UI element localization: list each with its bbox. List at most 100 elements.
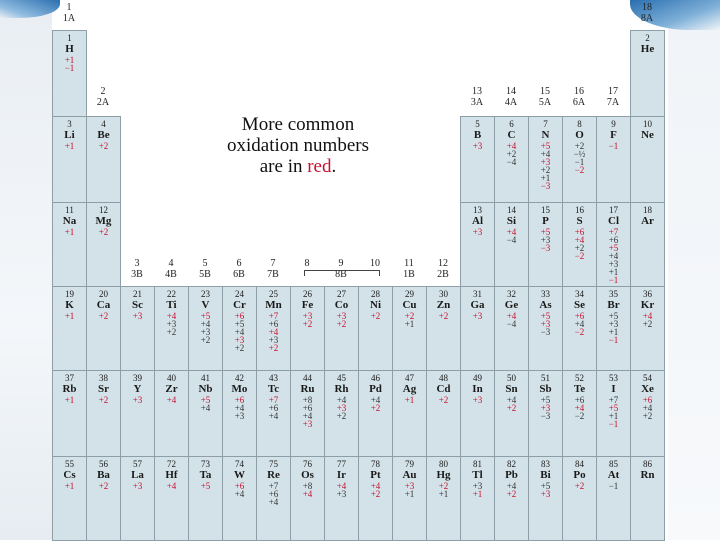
oxidation-states: +8 +6 +4 +3: [291, 396, 324, 429]
element-cell-zn: 30 Zn +2: [426, 286, 461, 371]
oxidation-state-common: +2: [574, 481, 585, 491]
element-cell-mo: 42 Mo +6 +4 +3: [222, 370, 257, 457]
oxidation-states: +5 +4: [189, 396, 222, 413]
oxidation-state: +4: [506, 481, 517, 491]
element-symbol: Au: [402, 469, 417, 481]
oxidation-states: +2: [87, 228, 120, 237]
atomic-number: 77: [337, 459, 346, 469]
element-symbol: Ar: [641, 215, 654, 227]
atomic-number: 81: [473, 459, 482, 469]
oxidation-state-common: +3: [302, 419, 313, 429]
element-symbol: Na: [62, 215, 77, 227]
group-subname: 5A: [538, 97, 552, 108]
atomic-number: 57: [133, 459, 142, 469]
oxidation-states: +6 +4 +2 −2: [563, 228, 596, 261]
element-symbol: Tc: [267, 383, 280, 395]
oxidation-state: +1: [608, 327, 619, 337]
element-cell-rn: 86 Rn: [630, 456, 665, 541]
element-cell-hg: 80 Hg +2 +1: [426, 456, 461, 541]
atomic-number: 8: [577, 119, 582, 129]
element-symbol: O: [575, 129, 584, 141]
element-symbol: Cu: [402, 299, 417, 311]
oxidation-state: +4: [234, 403, 245, 413]
oxidation-state-common: +2: [438, 311, 449, 321]
oxidation-state-common: +1: [64, 481, 75, 491]
atomic-number: 12: [99, 205, 108, 215]
atomic-number: 29: [405, 289, 414, 299]
group-label-11: 11 1B: [392, 258, 426, 280]
oxidation-state-common: +7: [608, 227, 619, 237]
oxidation-state-common: +4: [506, 227, 517, 237]
group-subname: 5B: [199, 269, 211, 280]
element-cell-au: 79 Au +3 +1: [392, 456, 427, 541]
element-cell-c: 6 C +4 +2 −4: [494, 116, 529, 203]
group-label-14: 14 4A: [494, 86, 528, 108]
oxidation-state: +6: [302, 403, 313, 413]
element-cell-w: 74 W +6 +4: [222, 456, 257, 541]
oxidation-state: +3: [540, 235, 551, 245]
oxidation-states: +6 +4: [223, 482, 256, 499]
oxidation-state: +4: [200, 319, 211, 329]
atomic-number: 82: [507, 459, 516, 469]
oxidation-state: +7: [268, 481, 279, 491]
oxidation-states: +4 +3 +2: [325, 396, 358, 421]
oxidation-state-common: +4: [506, 311, 517, 321]
oxidation-states: +2 −½ −1 −2: [563, 142, 596, 175]
atomic-number: 38: [99, 373, 108, 383]
atomic-number: 16: [575, 205, 584, 215]
group-number: 11: [404, 258, 414, 269]
oxidation-states: +1: [53, 396, 86, 405]
oxidation-states: +7 +6 +4: [257, 481, 290, 507]
element-cell-f: 9 F −1: [596, 116, 631, 203]
atomic-number: 7: [543, 119, 548, 129]
oxidation-state: +4: [642, 403, 653, 413]
atomic-number: 13: [473, 205, 482, 215]
atomic-number: 84: [575, 459, 584, 469]
oxidation-state: +4: [268, 411, 279, 421]
element-symbol: Tl: [472, 469, 483, 481]
atomic-number: 86: [643, 459, 652, 469]
element-symbol: Se: [574, 299, 585, 311]
atomic-number: 22: [167, 289, 176, 299]
group-label-16: 16 6A: [562, 86, 596, 108]
element-symbol: Rh: [334, 383, 349, 395]
atomic-number: 9: [611, 119, 616, 129]
element-symbol: K: [65, 299, 74, 311]
element-symbol: Os: [301, 469, 314, 481]
group-label-1: 1 1A: [52, 2, 86, 24]
oxidation-state-common: +5: [608, 243, 619, 253]
element-cell-pt: 78 Pt +4 +2: [358, 456, 393, 541]
oxidation-state: +1: [404, 319, 415, 329]
element-cell-as: 33 As +5 +3 −3: [528, 286, 563, 371]
element-cell-sb: 51 Sb +5 +3 −3: [528, 370, 563, 457]
oxidation-state-common: +3: [336, 311, 347, 321]
oxidation-state: +6: [574, 395, 585, 405]
oxidation-state: −4: [506, 319, 517, 329]
group-8b-bracket: [304, 270, 380, 276]
oxidation-state: +4: [540, 149, 551, 159]
atomic-number: 24: [235, 289, 244, 299]
oxidation-states: +2: [427, 311, 460, 321]
oxidation-states: +2: [359, 312, 392, 321]
element-symbol: Ni: [370, 299, 381, 311]
element-symbol: Ag: [402, 383, 417, 395]
oxidation-state: −1: [574, 157, 585, 167]
oxidation-states: +4 +3: [325, 482, 358, 499]
oxidation-states: +3: [121, 396, 154, 405]
oxidation-state-common: −1: [608, 419, 619, 429]
group-label-7: 7 7B: [256, 258, 290, 280]
oxidation-state: +4: [234, 489, 245, 499]
oxidation-state-common: +2: [404, 311, 415, 321]
group-label-8: 8: [290, 258, 324, 269]
oxidation-states: +4 −4: [495, 227, 528, 245]
atomic-number: 34: [575, 289, 584, 299]
note-line-3-text: are in: [259, 156, 308, 177]
oxidation-note: More common oxidation numbers are in red…: [198, 114, 398, 177]
oxidation-state: +3: [166, 319, 177, 329]
element-symbol: Zr: [165, 383, 178, 395]
element-symbol: Ta: [199, 469, 212, 481]
oxidation-state: +4: [370, 395, 381, 405]
oxidation-state: +2: [336, 411, 347, 421]
element-cell-co: 27 Co +3 +2: [324, 286, 359, 371]
oxidation-states: +1: [53, 142, 86, 151]
